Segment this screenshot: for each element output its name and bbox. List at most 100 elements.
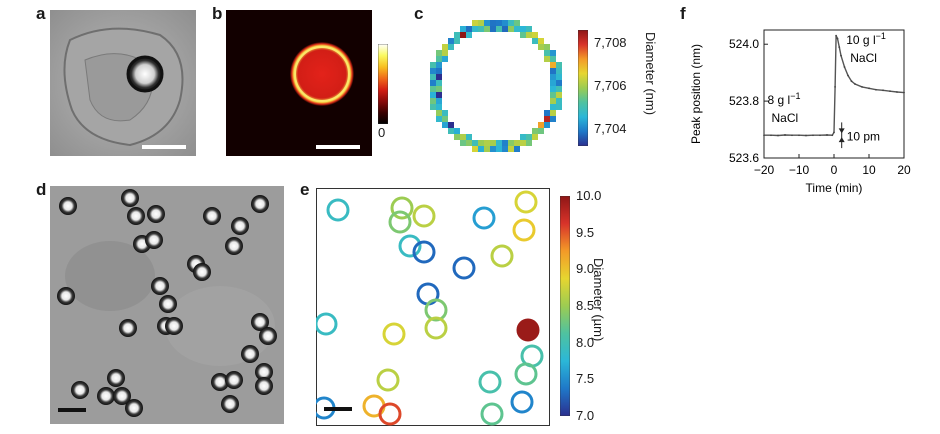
ring-pixel — [436, 74, 442, 80]
colorbar-e-label: Diameter (µm) — [591, 258, 606, 342]
ring-pixel — [442, 50, 448, 56]
data-point — [875, 88, 877, 91]
peak-position-chart-f: −20 −10 0 10 20 523.6 523.8 524.0 Time (min) Peak… — [672, 10, 938, 200]
bead — [255, 377, 273, 395]
data-point — [777, 134, 779, 137]
bead — [221, 395, 239, 413]
bead — [255, 363, 273, 381]
ring-pixel — [490, 146, 496, 152]
ring-pixel — [490, 20, 496, 26]
ring-pixel — [502, 26, 508, 32]
ring-pixel — [478, 146, 484, 152]
colorbar-e-tick-label: 8.5 — [576, 298, 595, 313]
bead-ring — [314, 312, 338, 336]
ring-pixel — [550, 98, 556, 104]
ring-pixel — [430, 74, 436, 80]
annotation-10pm: 10 pm — [847, 130, 880, 144]
data-point — [889, 90, 891, 93]
ring-pixel — [550, 50, 556, 56]
ring-pixel — [532, 134, 538, 140]
x-tick-label: −20 — [754, 163, 775, 177]
ring-pixel — [520, 26, 526, 32]
ring-pixel — [436, 98, 442, 104]
x-tick-label: 0 — [831, 163, 838, 177]
ring-pixel — [508, 146, 514, 152]
bead — [125, 399, 143, 417]
colorbar-c-label: Diameter (nm) — [643, 32, 658, 116]
ring-pixel — [430, 98, 436, 104]
data-point — [868, 87, 870, 90]
ring-pixel — [484, 20, 490, 26]
ring-pixel — [520, 140, 526, 146]
bead-ring — [382, 322, 406, 346]
ring-pixel — [556, 92, 562, 98]
ring-pixel — [508, 140, 514, 146]
x-tick-label: 10 — [862, 163, 876, 177]
colorbar-b — [377, 43, 389, 125]
bead-ring — [514, 362, 538, 386]
annotation-10g-nacl-line2: NaCl — [850, 51, 877, 65]
data-point — [840, 54, 842, 57]
bead — [231, 217, 249, 235]
data-point — [896, 91, 898, 93]
ring-pixel — [436, 68, 442, 74]
bead-ring — [512, 218, 536, 242]
data-point — [834, 85, 836, 88]
data-point — [784, 134, 786, 136]
panel-label-c: c — [414, 4, 424, 23]
ring-pixel — [538, 128, 544, 134]
ring-pixel — [460, 26, 466, 32]
y-axis-label: Peak position (nm) — [689, 44, 703, 144]
y-tick-label: 523.6 — [729, 151, 759, 165]
bead — [251, 195, 269, 213]
y-tick-label: 524.0 — [729, 37, 759, 51]
ring-pixel — [556, 80, 562, 86]
bead — [97, 387, 115, 405]
data-point — [836, 37, 839, 40]
bead — [107, 369, 125, 387]
data-point — [798, 134, 800, 137]
ring-pixel — [484, 140, 490, 146]
ring-pixel — [544, 116, 550, 122]
data-point — [831, 134, 834, 137]
ring-pixel — [436, 80, 442, 86]
ring-pixel — [436, 110, 442, 116]
bead — [211, 373, 229, 391]
series-line — [764, 35, 905, 137]
scale-bar — [142, 145, 186, 149]
bead — [59, 197, 77, 215]
scale-bar — [316, 145, 360, 149]
bead-ring — [412, 240, 436, 264]
ring-pixel — [550, 86, 556, 92]
bead-ring — [510, 390, 534, 414]
data-point — [861, 85, 863, 88]
ring-pixel — [496, 20, 502, 26]
data-point — [805, 134, 807, 137]
ring-pixel — [490, 140, 496, 146]
ring-pixel — [508, 20, 514, 26]
bead — [147, 205, 165, 223]
ring-pixel — [454, 38, 460, 44]
bead-ring — [452, 256, 476, 280]
bead — [71, 381, 89, 399]
colorbar-b-tick: 0 — [378, 125, 386, 140]
bead — [225, 371, 243, 389]
panel-label-a: a — [36, 4, 46, 23]
scale-bar — [58, 408, 86, 412]
bead — [145, 231, 163, 249]
bead-ring — [376, 368, 400, 392]
ring-pixel — [448, 122, 454, 128]
ring-pixel — [526, 140, 532, 146]
ring-pixel — [478, 26, 484, 32]
data-point — [763, 134, 765, 137]
data-point — [847, 74, 849, 77]
bead-ring — [480, 402, 504, 426]
ring-pixel — [550, 74, 556, 80]
ring-pixel — [472, 26, 478, 32]
ring-pixel — [538, 44, 544, 50]
ring-pixel — [532, 32, 538, 38]
bead-ring — [378, 402, 402, 426]
colorbar-e-tick-label: 7.0 — [576, 408, 595, 423]
panel-label-b: b — [212, 4, 223, 23]
bead-ring — [412, 204, 436, 228]
